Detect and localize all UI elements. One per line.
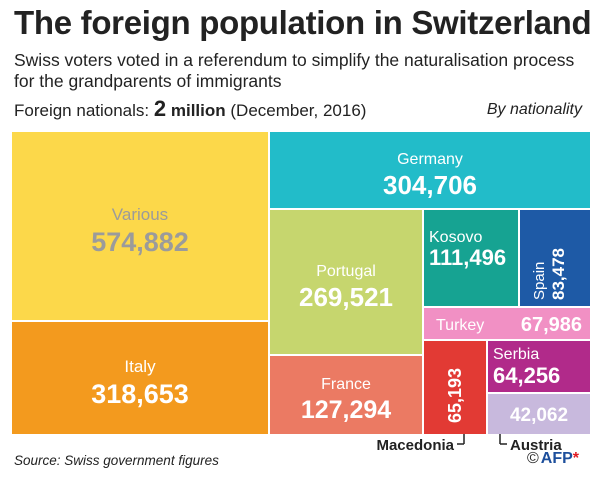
tile-name-france: France [321, 376, 371, 393]
by-nationality-label: By nationality [486, 101, 582, 118]
callout-label-macedonia: Macedonia [376, 437, 454, 454]
tile-italy [12, 322, 268, 434]
tile-name-various: Various [112, 205, 168, 224]
chart-title: The foreign population in Switzerland [14, 4, 592, 41]
tile-value-macedonia: 65,193 [445, 368, 465, 423]
tile-germany [270, 132, 590, 208]
tile-value-france: 127,294 [301, 396, 391, 424]
tile-kosovo [424, 210, 518, 306]
tile-name-serbia: Serbia [493, 346, 539, 363]
tile-value-kosovo: 111,496 [429, 245, 506, 270]
tile-value-austria: 42,062 [510, 405, 568, 426]
tile-macedonia [424, 341, 486, 434]
afp-logo: © AFP* [527, 450, 580, 467]
summary-value: 2 [153, 96, 167, 121]
tile-name-kosovo: Kosovo [429, 229, 482, 246]
tile-value-spain: 83,478 [549, 248, 568, 300]
tile-value-italy: 318,653 [91, 379, 189, 409]
tile-serbia [488, 341, 590, 392]
tile-name-italy: Italy [124, 357, 156, 376]
tile-value-serbia: 64,256 [493, 363, 560, 388]
tile-spain [520, 210, 590, 306]
tile-name-turkey: Turkey [436, 317, 484, 334]
total-summary: Foreign nationals: 2 million (December, … [14, 96, 366, 122]
tile-value-portugal: 269,521 [299, 282, 393, 312]
tile-name-portugal: Portugal [316, 263, 376, 280]
tile-name-germany: Germany [397, 151, 463, 168]
chart-subtitle: Swiss voters voted in a referendum to si… [14, 50, 575, 91]
tile-labels-macedonia: 65,193 [445, 368, 465, 423]
summary-unit: million [170, 101, 226, 120]
summary-prefix: Foreign nationals: [14, 101, 150, 120]
tile-austria [488, 394, 590, 434]
tile-value-various: 574,882 [91, 227, 189, 257]
tile-various [12, 132, 268, 320]
tile-turkey [424, 308, 590, 339]
callout-label-austria: Austria [510, 437, 562, 454]
tile-name-spain: Spain [531, 262, 548, 300]
source-note: Source: Swiss government figures [14, 453, 219, 468]
tile-value-turkey: 67,986 [521, 314, 582, 336]
tile-labels-spain: Spain 83,478 [531, 248, 568, 300]
tile-portugal [270, 210, 422, 354]
tile-france [270, 356, 422, 434]
tile-value-germany: 304,706 [383, 170, 477, 200]
summary-date: (December, 2016) [230, 101, 367, 120]
